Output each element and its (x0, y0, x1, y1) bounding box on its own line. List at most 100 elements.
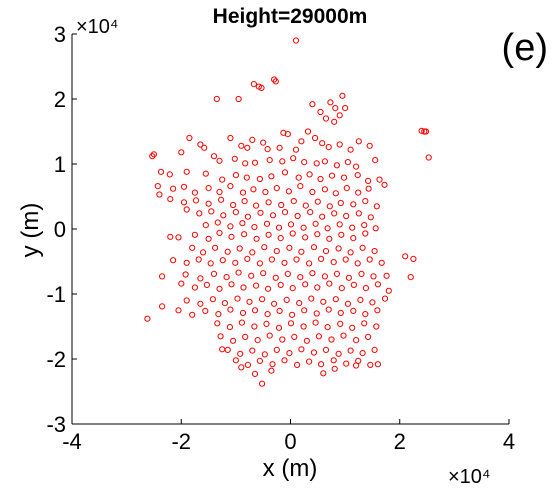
data-point (281, 357, 288, 364)
data-point (284, 270, 291, 277)
data-point (244, 213, 251, 220)
data-point (226, 324, 233, 331)
data-point (258, 84, 265, 92)
data-point (178, 280, 185, 287)
data-point (324, 324, 331, 331)
data-point (268, 256, 275, 263)
data-point (353, 337, 360, 344)
data-point (312, 220, 319, 227)
data-point (333, 162, 340, 169)
data-point (302, 202, 309, 209)
data-point (236, 245, 243, 252)
data-point (308, 295, 315, 302)
data-point (268, 367, 275, 374)
data-point (301, 159, 308, 166)
data-point (271, 300, 278, 307)
data-point (317, 175, 324, 183)
data-point (279, 158, 286, 165)
data-point (269, 212, 277, 219)
data-point (402, 253, 409, 260)
data-point (338, 231, 345, 238)
data-point (340, 332, 347, 339)
data-point (259, 296, 266, 303)
data-point (251, 224, 258, 231)
data-point (369, 299, 376, 306)
data-point (240, 284, 247, 291)
data-point (296, 300, 303, 307)
data-point (362, 311, 369, 318)
data-point (180, 183, 188, 190)
data-point (154, 183, 161, 190)
data-point (224, 346, 231, 353)
data-point (157, 168, 165, 175)
data-point (254, 337, 261, 344)
data-point (183, 168, 190, 175)
data-point (290, 155, 297, 162)
data-point (315, 333, 322, 340)
x-axis-multiplier: ×10⁴ (448, 466, 491, 488)
y-tick-label: 2 (54, 87, 66, 112)
data-point (309, 270, 316, 277)
data-point (306, 171, 313, 178)
data-point (228, 233, 235, 240)
data-point (213, 95, 220, 103)
data-point (290, 198, 297, 205)
data-point (324, 225, 331, 232)
data-point (232, 357, 239, 364)
data-point (266, 332, 273, 339)
data-point (306, 358, 313, 365)
data-point (350, 307, 357, 314)
y-tick-label: 3 (54, 22, 66, 47)
data-point (353, 362, 360, 369)
data-point (189, 244, 196, 251)
y-axis-multiplier: ×10⁴ (76, 16, 119, 38)
data-point (283, 296, 290, 303)
data-point (186, 134, 193, 142)
data-point (330, 259, 337, 266)
data-point (374, 281, 381, 288)
data-point (235, 269, 242, 276)
data-point (374, 307, 381, 314)
data-point (230, 337, 237, 344)
data-point (207, 260, 214, 267)
y-tick-label: -3 (46, 412, 66, 437)
data-point (256, 357, 263, 364)
data-point (246, 298, 253, 305)
data-point (347, 347, 354, 354)
data-point (227, 134, 234, 142)
data-point (321, 158, 328, 165)
data-point (281, 209, 289, 216)
data-point (264, 311, 271, 318)
data-point (219, 346, 226, 353)
data-point (260, 270, 267, 277)
data-point (243, 174, 250, 181)
data-point (265, 231, 272, 238)
data-point (197, 141, 204, 148)
data-point (257, 209, 264, 216)
data-point (191, 284, 198, 291)
data-point (208, 208, 215, 215)
data-point (407, 274, 414, 281)
data-point (343, 212, 350, 220)
data-point (170, 185, 177, 192)
data-point (306, 260, 313, 267)
data-point (214, 219, 221, 226)
data-point (365, 177, 372, 184)
data-point (367, 361, 374, 368)
data-point (291, 333, 298, 340)
data-point (180, 199, 188, 206)
data-point (266, 157, 273, 164)
data-point (332, 296, 339, 303)
data-point (347, 146, 354, 153)
data-point (347, 249, 354, 256)
data-point (326, 280, 333, 287)
data-point (249, 347, 256, 354)
data-point (317, 108, 324, 116)
data-point (289, 311, 296, 318)
data-point (272, 274, 279, 281)
data-point (197, 275, 204, 282)
data-point (302, 281, 309, 288)
data-point (362, 285, 369, 292)
data-point (167, 233, 174, 240)
data-point (167, 196, 174, 203)
